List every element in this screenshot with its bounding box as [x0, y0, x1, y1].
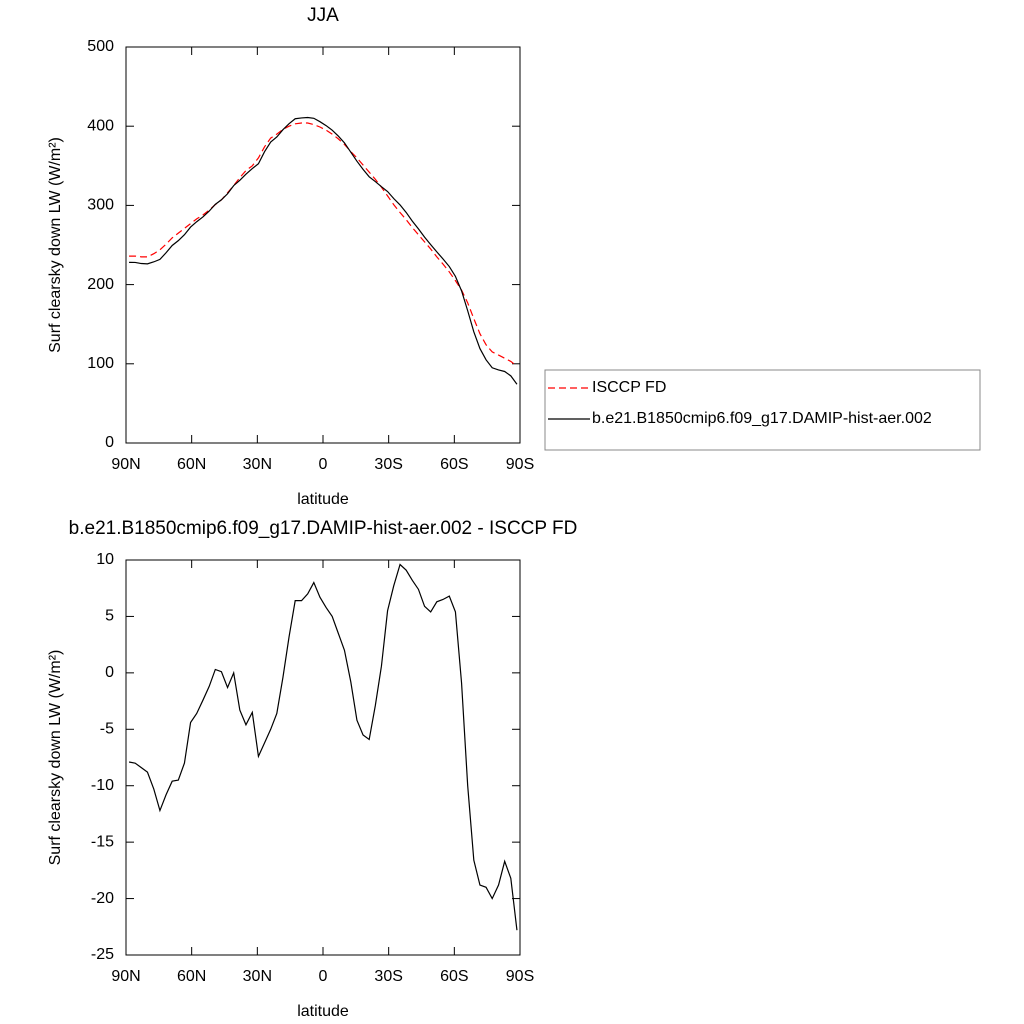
- y-tick-label: 300: [87, 197, 114, 214]
- y-tick-label: 5: [105, 608, 114, 625]
- y-tick-label: -25: [91, 946, 114, 963]
- data-line: [129, 116, 518, 385]
- x-tick-label: 90S: [506, 968, 534, 985]
- x-axis-label: latitude: [297, 1003, 349, 1020]
- x-tick-label: 30S: [374, 968, 402, 985]
- y-tick-label: 10: [96, 551, 114, 568]
- y-tick-label: -5: [100, 721, 114, 738]
- x-tick-label: 90N: [111, 968, 140, 985]
- y-tick-label: 500: [87, 38, 114, 55]
- plot-frame: [125, 46, 521, 444]
- y-tick-label: -10: [91, 777, 114, 794]
- y-axis-label: Surf clearsky down LW (W/m²): [47, 137, 64, 353]
- y-axis-label: Surf clearsky down LW (W/m²): [47, 650, 64, 866]
- x-tick-label: 60S: [440, 456, 468, 473]
- data-line: [129, 122, 518, 367]
- y-tick-label: 100: [87, 355, 114, 372]
- y-tick-label: 200: [87, 276, 114, 293]
- x-tick-label: 0: [319, 456, 328, 473]
- x-tick-label: 60N: [177, 456, 206, 473]
- x-tick-label: 30N: [243, 456, 272, 473]
- y-tick-label: -20: [91, 890, 114, 907]
- legend: ISCCP FD b.e21.B1850cmip6.f09_g17.DAMIP-h…: [544, 369, 981, 451]
- y-tick-label: -15: [91, 833, 114, 850]
- x-tick-label: 90S: [506, 456, 534, 473]
- y-tick-label: 0: [105, 664, 114, 681]
- chart-title: JJA: [307, 5, 339, 26]
- y-tick-label: 0: [105, 434, 114, 451]
- x-tick-label: 0: [319, 968, 328, 985]
- x-tick-label: 60S: [440, 968, 468, 985]
- legend-label: b.e21.B1850cmip6.f09_g17.DAMIP-hist-aer.…: [592, 410, 932, 427]
- x-axis-label: latitude: [297, 491, 349, 508]
- x-tick-label: 90N: [111, 456, 140, 473]
- y-tick-label: 400: [87, 117, 114, 134]
- legend-box: [544, 369, 981, 451]
- chart-title: b.e21.B1850cmip6.f09_g17.DAMIP-hist-aer.…: [69, 518, 578, 539]
- x-tick-label: 30S: [374, 456, 402, 473]
- x-tick-label: 30N: [243, 968, 272, 985]
- x-tick-label: 60N: [177, 968, 206, 985]
- legend-label: ISCCP FD: [592, 379, 666, 396]
- data-line: [128, 563, 518, 931]
